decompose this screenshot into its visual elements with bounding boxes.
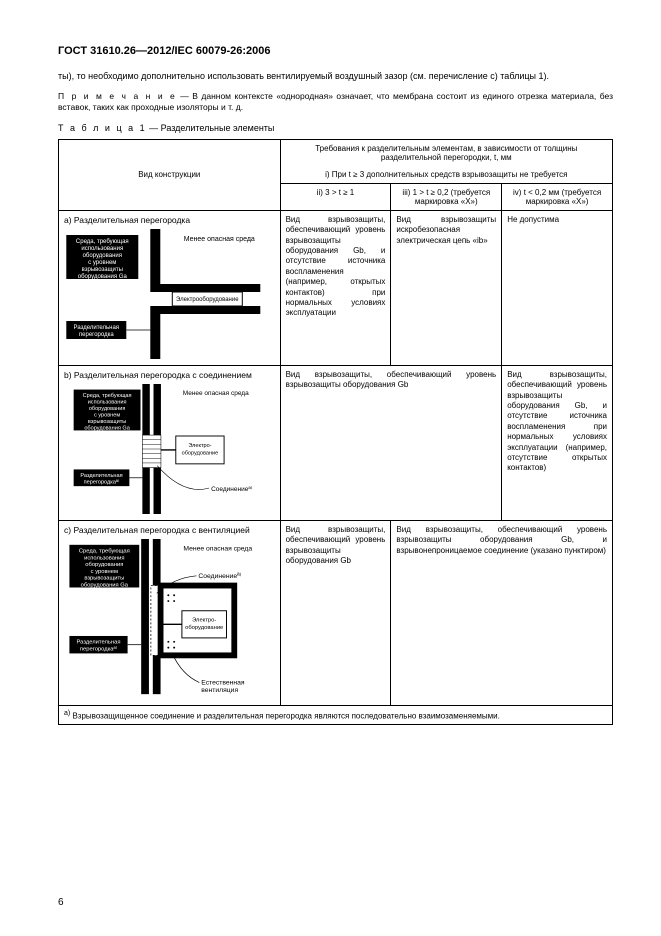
svg-text:перегородкаª⁾: перегородкаª⁾: [80, 645, 118, 652]
cell-a-iii: Вид взрывозащиты искробезопасная электри…: [391, 210, 502, 365]
note-label: П р и м е ч а н и е: [58, 91, 177, 101]
svg-text:Среда, требующая: Среда, требующая: [83, 393, 132, 399]
row-c-label: c) Разделительная перегородка с вентиляц…: [64, 525, 275, 535]
svg-text:оборудования Ga: оборудования Ga: [78, 274, 128, 280]
svg-text:Разделительная: Разделительная: [77, 640, 121, 646]
svg-text:Разделительная: Разделительная: [74, 325, 120, 331]
svg-text:вентиляция: вентиляция: [201, 687, 238, 694]
table-caption-body: — Разделительные элементы: [147, 123, 275, 133]
text-a-iii: Вид взрывозащиты искробезопасная электри…: [396, 215, 496, 246]
cell-c-iii-iv: Вид взрывозащиты, обеспечивающий уровень…: [391, 520, 613, 705]
cell-b-diagram: b) Разделительная перегородка с соединен…: [59, 365, 281, 520]
cell-a-ii: Вид взрывозащиты, обеспечивающий уровень…: [280, 210, 391, 365]
cell-b-iv: Вид взрывозащиты, обеспечивающий уровень…: [502, 365, 613, 520]
svg-text:Соединениеª⁾: Соединениеª⁾: [211, 485, 253, 493]
svg-text:взрывозащиты: взрывозащиты: [84, 576, 124, 582]
text-a-iv: Не допустима: [507, 215, 607, 225]
svg-text:Среда, требующая: Среда, требующая: [79, 548, 130, 554]
text-b-iv: Вид взрывозащиты, обеспечивающий уровень…: [507, 370, 607, 474]
svg-text:оборудования: оборудования: [83, 253, 122, 259]
svg-text:перегородка: перегородка: [79, 332, 114, 338]
svg-text:перегородкаª⁾: перегородкаª⁾: [84, 478, 120, 485]
text-c-iii-iv: Вид взрывозащиты, обеспечивающий уровень…: [396, 525, 607, 556]
svg-text:Менее опасная среда: Менее опасная среда: [183, 545, 252, 552]
svg-text:с уровнем: с уровнем: [88, 260, 116, 266]
svg-text:оборудования: оборудования: [85, 562, 123, 568]
diagram-c: Среда, требующая использования оборудова…: [64, 539, 275, 699]
svg-text:оборудования: оборудования: [89, 406, 126, 412]
text-b-ii-iii: Вид взрывозащиты, обеспечивающий уровень…: [286, 370, 497, 391]
svg-text:оборудования Ga: оборудования Ga: [84, 425, 130, 431]
svg-text:Среда, требующая: Среда, требующая: [76, 239, 129, 245]
document-title: ГОСТ 31610.26—2012/IEC 60079-26:2006: [58, 45, 613, 57]
svg-text:Соединениеª⁾: Соединениеª⁾: [198, 572, 241, 580]
cell-c-ii: Вид взрывозащиты, обеспечивающий уровень…: [280, 520, 391, 705]
note: П р и м е ч а н и е — В данном контексте…: [58, 91, 613, 113]
table-caption-label: Т а б л и ц а 1: [58, 123, 147, 133]
paragraph-continuation: ты), то необходимо дополнительно использ…: [58, 71, 613, 83]
svg-text:использования: использования: [84, 555, 124, 561]
svg-text:с уровнем: с уровнем: [91, 569, 118, 575]
svg-text:оборудование: оборудование: [182, 450, 219, 456]
svg-text:Менее опасная среда: Менее опасная среда: [184, 236, 255, 243]
table-footnote: a) Взрывозащищенное соединение и раздели…: [59, 705, 613, 725]
svg-text:взрывозащиты: взрывозащиты: [88, 419, 126, 425]
footnote-text: Взрывозащищенное соединение и разделител…: [70, 711, 500, 720]
svg-text:с уровнем: с уровнем: [94, 412, 120, 418]
svg-text:взрывозащиты: взрывозащиты: [82, 267, 123, 273]
svg-text:оборудования Ga: оборудования Ga: [81, 582, 129, 588]
diagram-b: Среда, требующая использования оборудова…: [64, 384, 275, 514]
cell-c-diagram: c) Разделительная перегородка с вентиляц…: [59, 520, 281, 705]
svg-text:Менее опасная среда: Менее опасная среда: [183, 390, 249, 397]
svg-text:Разделительная: Разделительная: [80, 473, 122, 479]
th-construction: Вид конструкции: [59, 139, 281, 210]
svg-text:использования: использования: [81, 246, 123, 252]
cell-a-diagram: a) Разделительная перегородка Среда, тре…: [59, 210, 281, 365]
svg-text:Электрооборудование: Электрооборудование: [176, 297, 239, 303]
svg-text:оборудование: оборудование: [185, 625, 223, 631]
th-iii: iii) 1 > t ≥ 0,2 (требуется маркировка «…: [391, 183, 502, 210]
table: Вид конструкции Требования к разделитель…: [58, 139, 613, 726]
svg-text:Естественная: Естественная: [201, 679, 245, 686]
row-a-label: a) Разделительная перегородка: [64, 215, 275, 225]
text-c-ii: Вид взрывозащиты, обеспечивающий уровень…: [286, 525, 386, 567]
th-ii: ii) 3 > t ≥ 1: [280, 183, 391, 210]
svg-text:Электро-: Электро-: [188, 443, 211, 449]
cell-a-iv: Не допустима: [502, 210, 613, 365]
svg-text:Электро-: Электро-: [192, 617, 216, 623]
text-a-ii: Вид взрывозащиты, обеспечивающий уровень…: [286, 215, 386, 319]
page-number: 6: [58, 897, 64, 908]
th-requirements: Требования к разделительным элементам, в…: [280, 139, 612, 166]
svg-text:использования: использования: [88, 399, 127, 405]
cell-b-ii-iii: Вид взрывозащиты, обеспечивающий уровень…: [280, 365, 502, 520]
row-b-label: b) Разделительная перегородка с соединен…: [64, 370, 275, 380]
diagram-a: Среда, требующая использования оборудова…: [64, 229, 275, 359]
th-sub-i: i) При t ≥ 3 дополнительных средств взры…: [280, 166, 612, 184]
table-caption: Т а б л и ц а 1 — Разделительные элемент…: [58, 123, 613, 133]
th-iv: iv) t < 0,2 мм (требуется маркировка «X»…: [502, 183, 613, 210]
